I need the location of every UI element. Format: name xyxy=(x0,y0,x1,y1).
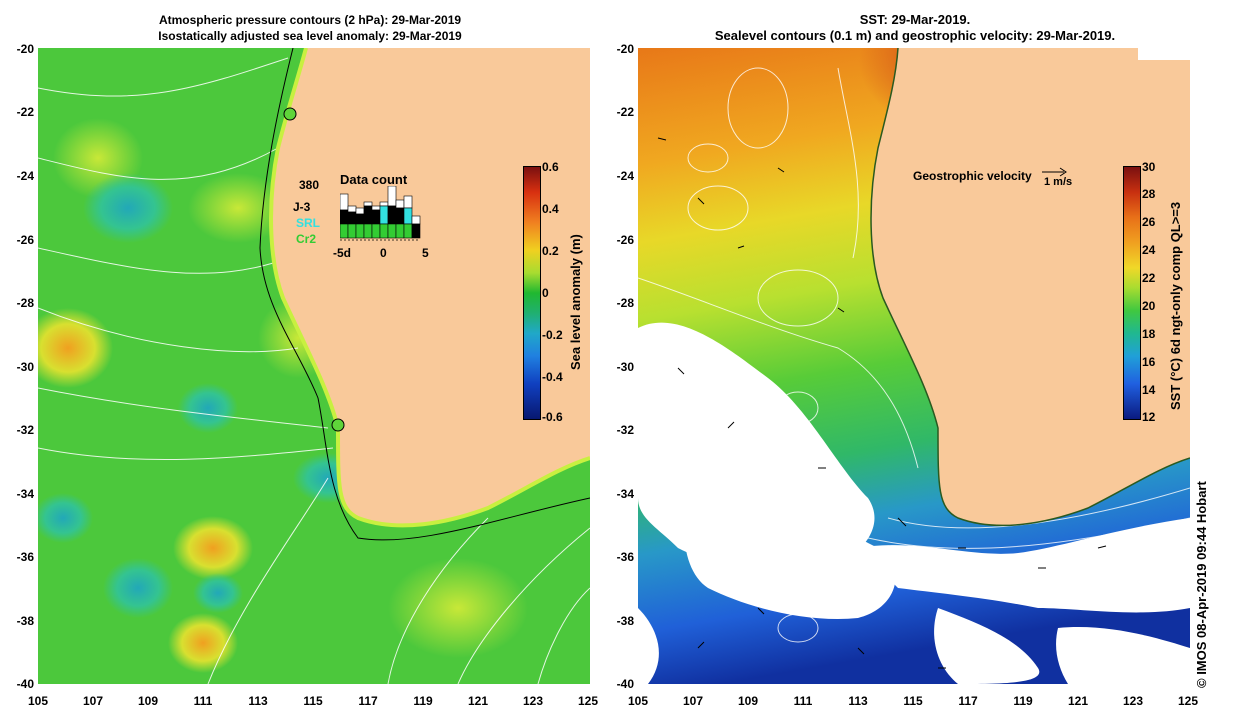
x-tick: 125 xyxy=(577,694,599,708)
cbar-tick: 22 xyxy=(1142,271,1156,285)
cbar-tick: 30 xyxy=(1142,160,1156,174)
inset-x-tick: 5 xyxy=(422,246,429,260)
x-tick: 111 xyxy=(193,694,213,708)
x-tick: 125 xyxy=(1177,694,1199,708)
cbar-tick: 12 xyxy=(1142,410,1156,424)
cbar-tick: 0 xyxy=(542,286,549,300)
cbar-tick: 28 xyxy=(1142,187,1156,201)
australia-landmass xyxy=(271,48,590,526)
y-tick: -36 xyxy=(16,550,34,564)
data-count-title: Data count xyxy=(340,172,408,187)
y-tick: -28 xyxy=(616,296,634,310)
mission-j3: J-3 xyxy=(293,200,311,214)
x-tick: 113 xyxy=(248,694,268,708)
cbar-tick: 18 xyxy=(1142,327,1156,341)
inset-x-tick: -5d xyxy=(333,246,351,260)
left-title-line2: Isostatically adjusted sea level anomaly… xyxy=(158,29,462,43)
x-tick: 119 xyxy=(1013,694,1033,708)
x-tick: 115 xyxy=(303,694,323,708)
x-tick: 121 xyxy=(1067,694,1089,708)
right-title-line2: Sealevel contours (0.1 m) and geostrophi… xyxy=(714,28,1116,43)
y-tick: -30 xyxy=(16,360,34,374)
y-tick: -38 xyxy=(16,614,34,628)
cbar-tick: 20 xyxy=(1142,299,1156,313)
x-tick: 109 xyxy=(737,694,759,708)
y-tick: -24 xyxy=(16,169,34,183)
x-tick: 105 xyxy=(27,694,49,708)
y-tick: -38 xyxy=(616,614,634,628)
right-panel-title: SST: 29-Mar-2019. Sealevel contours (0.1… xyxy=(680,12,1150,44)
x-tick: 107 xyxy=(82,694,104,708)
y-tick: -36 xyxy=(616,550,634,564)
x-tick: 123 xyxy=(1122,694,1144,708)
left-panel-title: Atmospheric pressure contours (2 hPa): 2… xyxy=(100,12,520,44)
cbar-tick: 24 xyxy=(1142,243,1156,257)
data-count-histogram xyxy=(340,186,421,241)
y-tick: -22 xyxy=(616,105,634,119)
x-tick: 115 xyxy=(903,694,923,708)
cbar-tick: 16 xyxy=(1142,355,1156,369)
data-count-total: 380 xyxy=(299,178,320,192)
y-tick: -24 xyxy=(616,169,634,183)
x-tick: 121 xyxy=(467,694,489,708)
y-tick: -22 xyxy=(16,105,34,119)
y-tick: -20 xyxy=(16,42,34,56)
velocity-legend-label: Geostrophic velocity xyxy=(913,169,1032,183)
left-title-line1: Atmospheric pressure contours (2 hPa): 2… xyxy=(158,13,462,27)
right-title-line1: SST: 29-Mar-2019. xyxy=(859,12,971,27)
velocity-scale-label: 1 m/s xyxy=(1044,176,1073,188)
cbar-tick: -0.6 xyxy=(542,410,563,424)
sea-level-anomaly-map xyxy=(38,48,590,684)
x-tick: 109 xyxy=(137,694,159,708)
x-tick: 123 xyxy=(522,694,544,708)
cbar-tick: -0.2 xyxy=(542,328,563,342)
mission-cr2: Cr2 xyxy=(296,232,317,246)
y-tick: -26 xyxy=(616,233,634,247)
x-tick: 111 xyxy=(793,694,813,708)
x-tick: 117 xyxy=(958,694,978,708)
y-tick: -34 xyxy=(616,487,634,501)
sst-colorbar-label: SST (°C) 6d ngt-only comp QL>=3 xyxy=(1168,201,1183,410)
y-tick: -32 xyxy=(16,423,34,437)
cbar-tick: 14 xyxy=(1142,383,1156,397)
sst-map xyxy=(638,48,1190,684)
y-tick: -20 xyxy=(616,42,634,56)
y-tick: -40 xyxy=(616,677,634,691)
y-tick: -32 xyxy=(616,423,634,437)
australia-landmass-sst xyxy=(871,48,1190,526)
velocity-scale-arrow-icon xyxy=(1042,167,1067,177)
y-tick: -26 xyxy=(16,233,34,247)
imos-credit: © IMOS 08-Apr-2019 09:44 Hobart xyxy=(1194,481,1209,688)
mission-srl: SRL xyxy=(296,216,320,230)
cbar-tick: 0.2 xyxy=(542,244,559,258)
y-tick: -30 xyxy=(616,360,634,374)
x-tick: 105 xyxy=(627,694,649,708)
y-tick: -40 xyxy=(16,677,34,691)
cbar-tick: -0.4 xyxy=(542,370,563,384)
inset-x-tick: 0 xyxy=(380,246,387,260)
y-tick: -28 xyxy=(16,296,34,310)
y-tick: -34 xyxy=(16,487,34,501)
cbar-tick: 0.4 xyxy=(542,202,559,216)
cbar-tick: 0.6 xyxy=(542,160,559,174)
x-tick: 119 xyxy=(413,694,433,708)
x-tick: 117 xyxy=(358,694,378,708)
x-tick: 113 xyxy=(848,694,868,708)
cbar-tick: 26 xyxy=(1142,215,1156,229)
sea-level-colorbar-label: Sea level anomaly (m) xyxy=(568,234,583,370)
x-tick: 107 xyxy=(682,694,704,708)
